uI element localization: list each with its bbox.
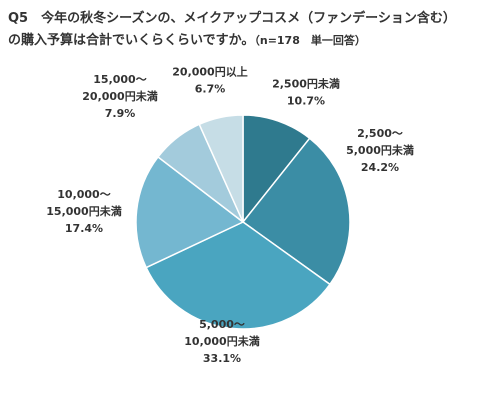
slice-category-label-4-1: 10,000～ <box>57 188 110 201</box>
slice-category-label-3-1: 5,000～ <box>199 318 245 331</box>
slice-value-label-4: 17.4% <box>65 222 103 235</box>
slice-category-label-3-2: 10,000円未満 <box>184 334 259 348</box>
title-line-2: の購入予算は合計でいくらくらいですか。（n=178 単一回答） <box>8 30 498 52</box>
sample-note: （n=178 単一回答） <box>254 34 366 47</box>
slice-category-label-2-1: 2,500～ <box>357 127 403 140</box>
slice-value-label-1: 10.7% <box>287 95 325 108</box>
title-line-1: Q5 今年の秋冬シーズンの、メイクアップコスメ（ファンデーション含む） <box>8 11 456 26</box>
pie-slice-4 <box>135 155 245 269</box>
pie-labels: 2,500円未満 10.7% 2,500～ 5,000円未満 24.2% 5,000～ 10… <box>46 65 414 366</box>
slice-category-label-1-1: 2,500円未満 <box>272 77 340 91</box>
slice-value-label-3: 33.1% <box>203 352 241 365</box>
pie-slice-1 <box>242 114 311 225</box>
title-line-2-text: の購入予算は合計でいくらくらいですか。 <box>8 33 255 48</box>
pie-slice-2 <box>241 137 351 286</box>
pie-slice-6 <box>198 114 244 223</box>
slice-value-label-2: 24.2% <box>361 161 399 174</box>
slice-category-label-5-2: 20,000円未満 <box>82 89 157 103</box>
slice-value-label-6: 6.7% <box>195 83 226 96</box>
slice-category-label-4-2: 15,000円未満 <box>46 204 121 218</box>
chart-title: Q5 今年の秋冬シーズンの、メイクアップコスメ（ファンデーション含む） の購入予… <box>8 8 498 52</box>
pie-slice-3 <box>145 221 332 330</box>
slice-category-label-6-1: 20,000円以上 <box>172 65 247 79</box>
slice-category-label-2-2: 5,000円未満 <box>346 143 414 157</box>
slice-category-label-5-1: 15,000～ <box>93 73 146 86</box>
slice-value-label-5: 7.9% <box>105 107 136 120</box>
pie-slices <box>135 114 351 330</box>
